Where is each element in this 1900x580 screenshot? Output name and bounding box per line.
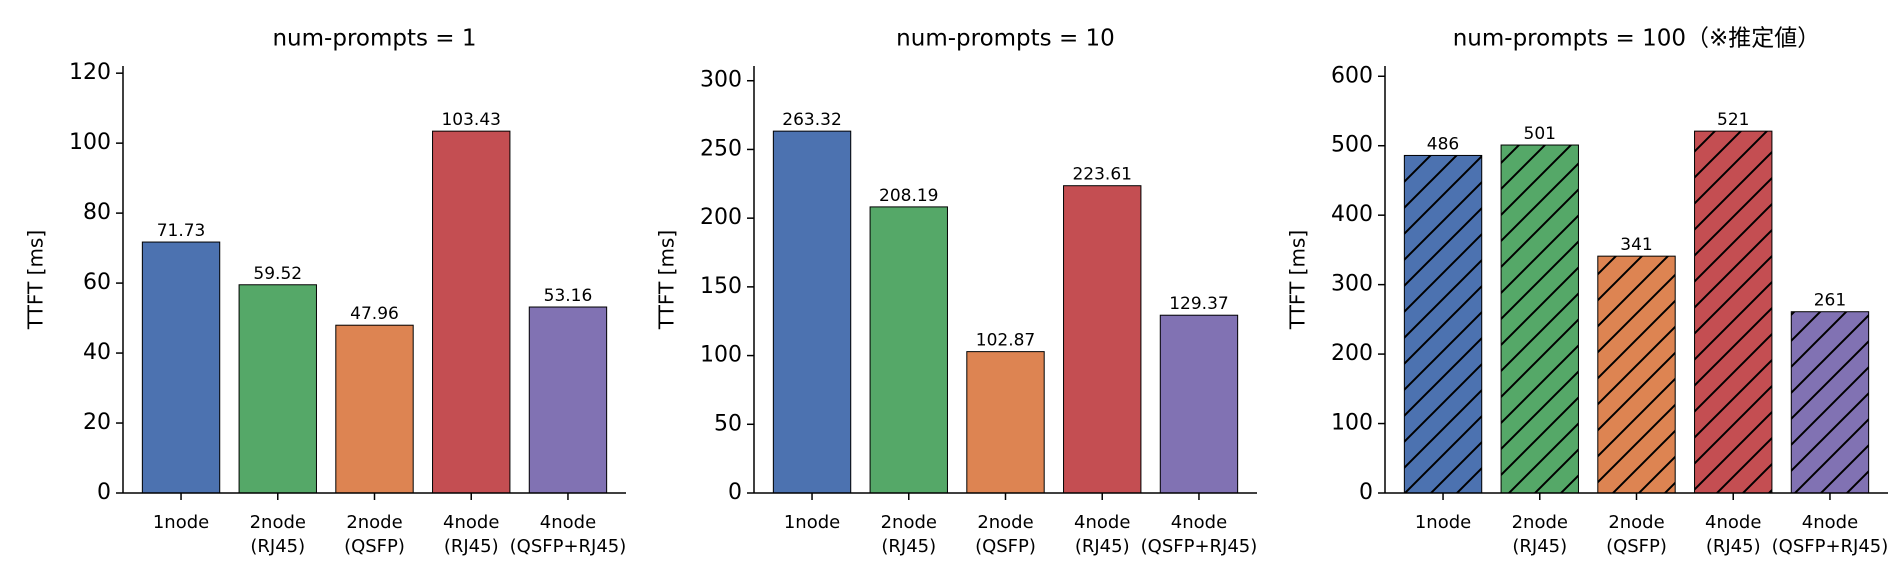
x-tick-label: (QSFP+RJ45) [1772, 536, 1889, 557]
x-tick-label: (RJ45) [1706, 536, 1761, 557]
bar-hatch [1694, 131, 1772, 493]
x-tick-label: 1node [784, 512, 840, 533]
x-tick-label: (QSFP+RJ45) [1141, 536, 1258, 557]
x-tick-label: 4node [443, 512, 499, 533]
value-label: 129.37 [1169, 294, 1228, 314]
value-label: 103.43 [441, 110, 500, 130]
y-axis-label: TTFT [ms] [1286, 230, 1310, 330]
x-tick-label: 4node [540, 512, 596, 533]
value-label: 47.96 [350, 304, 399, 324]
bar-hatch [1501, 145, 1579, 494]
y-tick-label: 40 [83, 340, 111, 365]
bar [238, 284, 317, 494]
x-tick-label: (QSFP) [344, 536, 405, 557]
y-tick-label: 0 [728, 480, 742, 505]
value-label: 71.73 [157, 221, 206, 241]
x-tick-label: 2node [1608, 512, 1664, 533]
y-tick-label: 200 [1331, 341, 1373, 366]
x-tick-label: 2node [346, 512, 402, 533]
x-tick-label: 1node [153, 512, 209, 533]
x-tick-label: 4node [1705, 512, 1761, 533]
value-label: 521 [1717, 110, 1749, 130]
chart-title: num-prompts = 100（※推定値） [1453, 26, 1821, 52]
value-label: 208.19 [879, 186, 938, 206]
value-label: 53.16 [544, 286, 593, 306]
bar [528, 306, 608, 494]
bar [1063, 185, 1142, 494]
x-tick-label: 4node [1171, 512, 1227, 533]
y-tick-label: 60 [83, 270, 111, 295]
y-tick-label: 80 [83, 200, 111, 225]
x-tick-label: 2node [1512, 512, 1568, 533]
x-tick-label: (RJ45) [1512, 536, 1567, 557]
bar-hatch [1791, 311, 1869, 493]
y-tick-label: 300 [1331, 272, 1373, 297]
y-tick-label: 100 [69, 130, 111, 155]
value-label: 341 [1620, 235, 1652, 255]
x-tick-label: (RJ45) [250, 536, 305, 557]
y-tick-label: 250 [700, 136, 742, 161]
value-label: 263.32 [782, 110, 841, 130]
x-tick-label: (RJ45) [444, 536, 499, 557]
x-tick-label: 2node [977, 512, 1033, 533]
x-tick-label: (QSFP) [975, 536, 1036, 557]
x-tick-label: (QSFP) [1606, 536, 1667, 557]
chart-title: num-prompts = 10 [896, 26, 1115, 52]
value-label: 102.87 [976, 331, 1035, 351]
bar [141, 241, 221, 494]
y-tick-label: 120 [69, 60, 111, 85]
x-tick-label: 2node [250, 512, 306, 533]
bar [1159, 314, 1239, 494]
y-axis-label: TTFT [ms] [24, 230, 48, 330]
y-tick-label: 100 [1331, 411, 1373, 436]
value-label: 223.61 [1072, 165, 1131, 185]
x-tick-label: (RJ45) [1075, 536, 1130, 557]
bar-hatch [1404, 155, 1482, 493]
y-tick-label: 300 [700, 68, 742, 93]
value-label: 486 [1427, 134, 1459, 154]
bar-hatch [1597, 256, 1676, 493]
value-label: 59.52 [253, 264, 302, 284]
value-label: 261 [1814, 291, 1846, 311]
x-tick-label: (RJ45) [881, 536, 936, 557]
x-tick-label: 4node [1074, 512, 1130, 533]
bar [335, 324, 414, 494]
x-tick-label: 4node [1802, 512, 1858, 533]
y-tick-label: 50 [714, 411, 742, 436]
bar [772, 130, 852, 494]
bar [966, 351, 1045, 494]
y-tick-label: 0 [1359, 480, 1373, 505]
x-tick-label: 2node [881, 512, 937, 533]
y-tick-label: 100 [700, 343, 742, 368]
x-tick-label: (QSFP+RJ45) [510, 536, 627, 557]
chart-title: num-prompts = 1 [272, 26, 476, 52]
y-tick-label: 0 [97, 480, 111, 505]
y-axis-label: TTFT [ms] [655, 230, 679, 330]
y-tick-label: 150 [700, 274, 742, 299]
y-tick-label: 500 [1331, 133, 1373, 158]
y-tick-label: 400 [1331, 202, 1373, 227]
bar [432, 130, 511, 494]
x-tick-label: 1node [1415, 512, 1471, 533]
y-tick-label: 200 [700, 205, 742, 230]
y-tick-label: 600 [1331, 63, 1373, 88]
y-tick-label: 20 [83, 410, 111, 435]
value-label: 501 [1524, 124, 1556, 144]
bar [869, 206, 948, 494]
